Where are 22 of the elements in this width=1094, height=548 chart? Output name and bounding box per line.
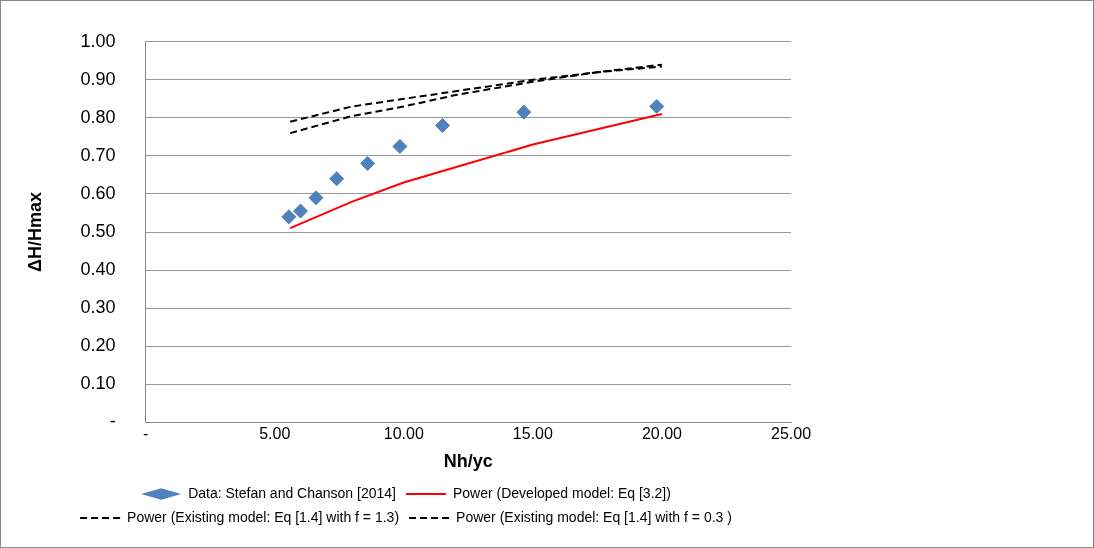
- x-tick-label: -: [142, 425, 149, 443]
- legend-label: Power (Existing model: Eq [1.4] with f = 0.3 ): [456, 508, 732, 525]
- y-tick-label: 0.70: [80, 144, 116, 165]
- y-tick-label: 0.20: [80, 335, 116, 356]
- y-axis-title: ΔH/Hmax: [24, 192, 45, 272]
- y-tick-label: 0.60: [80, 182, 116, 203]
- legend-label: Power (Developed model: Eq [3.2]): [452, 484, 671, 501]
- x-tick-label: 15.00: [512, 425, 553, 443]
- x-axis-title: Nh/yc: [443, 451, 493, 472]
- y-tick-label: 0.80: [80, 106, 116, 127]
- x-tick-label: 25.00: [770, 425, 812, 443]
- y-tick-label: 0.10: [80, 373, 116, 394]
- legend-label: Data: Stefan and Chanson [2014]: [188, 484, 396, 501]
- x-tick-label: 20.00: [641, 425, 683, 443]
- y-tick-label: 0.30: [80, 297, 116, 318]
- legend-label: Power (Existing model: Eq [1.4] with f = 1.3): [127, 508, 400, 525]
- y-tick-label: 1.00: [80, 30, 116, 51]
- y-tick-label: 0.40: [80, 259, 116, 280]
- y-tick-label: 0.50: [80, 220, 116, 241]
- x-tick-label: 5.00: [259, 425, 291, 443]
- y-tick-label: 0.90: [80, 68, 116, 89]
- x-tick-label: 10.00: [383, 425, 424, 443]
